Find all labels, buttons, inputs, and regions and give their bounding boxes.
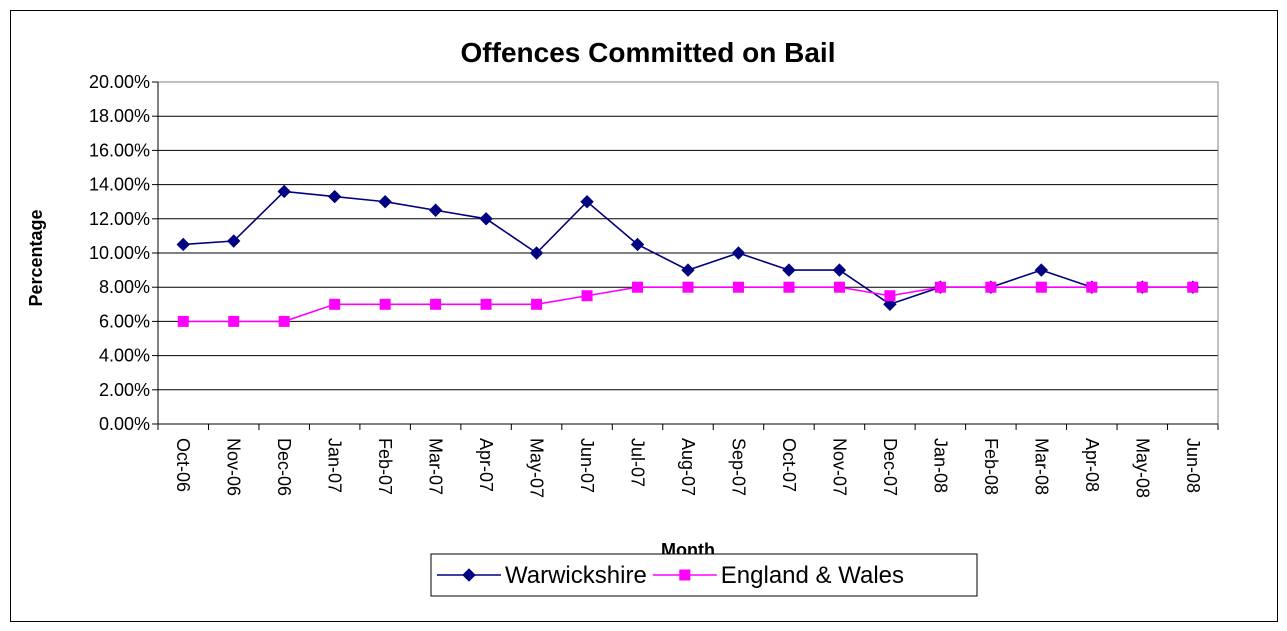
- chart-title: Offences Committed on Bail: [461, 37, 836, 68]
- y-tick-label: 18.00%: [89, 106, 150, 126]
- y-axis-ticks: 0.00% 2.00% 4.00% 6.00% 8.00% 10.00% 12.00% 14.…: [89, 72, 158, 434]
- x-tick-label: Jan-07: [325, 438, 345, 493]
- x-tick-label: Dec-07: [880, 438, 900, 496]
- data-point: [580, 194, 594, 209]
- data-point: [1035, 281, 1047, 293]
- y-tick-label: 4.00%: [99, 346, 150, 366]
- x-axis-ticks: Oct-06 Nov-06 Dec-06 Jan-07 Feb-07 Mar-07 Apr-…: [157, 424, 1219, 498]
- x-tick-label: Aug-07: [678, 438, 698, 496]
- data-point: [1187, 281, 1199, 293]
- data-point: [732, 281, 744, 293]
- legend-item-1: England & Wales: [652, 562, 904, 589]
- x-tick-label: Jun-07: [577, 438, 597, 493]
- data-point: [783, 281, 795, 293]
- y-tick-label: 2.00%: [99, 380, 150, 400]
- data-point: [428, 203, 443, 217]
- data-point: [934, 281, 946, 293]
- data-point: [883, 297, 897, 312]
- x-tick-label: Dec-06: [274, 438, 294, 496]
- data-point: [177, 315, 189, 327]
- data-point: [278, 315, 290, 327]
- data-point: [277, 184, 291, 199]
- data-point: [480, 298, 492, 310]
- x-tick-label: Oct-07: [779, 438, 799, 492]
- legend-item-0: Warwickshire: [437, 562, 647, 589]
- data-point: [329, 298, 341, 310]
- data-point: [681, 263, 695, 277]
- data-point: [581, 290, 593, 302]
- data-point: [176, 237, 190, 252]
- data-point: [1086, 281, 1098, 293]
- y-tick-label: 10.00%: [89, 243, 150, 263]
- data-point: [227, 234, 241, 248]
- x-tick-label: Oct-06: [173, 438, 193, 492]
- legend: Warwickshire England & Wales: [430, 553, 978, 597]
- data-point: [529, 246, 544, 260]
- data-point: [985, 281, 997, 293]
- x-tick-label: Jan-08: [930, 438, 950, 493]
- y-axis-label: Percentage: [26, 209, 46, 306]
- x-tick-label: Nov-06: [224, 438, 244, 496]
- y-tick-label: 12.00%: [89, 209, 150, 229]
- data-point: [228, 315, 240, 327]
- legend-swatch-marker: [679, 569, 691, 581]
- x-tick-label: Mar-08: [1031, 438, 1051, 495]
- legend-label: Warwickshire: [505, 562, 647, 589]
- legend-swatch-marker: [462, 568, 476, 582]
- y-tick-label: 8.00%: [99, 277, 150, 297]
- data-point: [1034, 263, 1049, 277]
- data-point: [682, 281, 694, 293]
- chart-frame: [10, 10, 1278, 622]
- x-tick-label: Jul-07: [628, 438, 648, 487]
- data-point: [378, 194, 392, 209]
- x-tick-label: Apr-07: [476, 438, 496, 492]
- data-point: [1136, 281, 1148, 293]
- x-tick-label: May-08: [1132, 438, 1152, 498]
- x-tick-label: May-07: [527, 438, 547, 498]
- x-tick-label: Nov-07: [829, 438, 849, 496]
- data-point: [731, 246, 746, 260]
- data-point: [327, 189, 342, 204]
- y-tick-label: 16.00%: [89, 140, 150, 160]
- x-tick-label: Apr-08: [1082, 438, 1102, 492]
- x-tick-label: Feb-07: [375, 438, 395, 495]
- y-tick-label: 0.00%: [99, 414, 150, 434]
- x-tick-label: Sep-07: [728, 438, 748, 496]
- data-point: [379, 298, 391, 310]
- data-point: [833, 281, 845, 293]
- data-point: [782, 263, 796, 277]
- gridlines: [158, 81, 1218, 425]
- legend-label: England & Wales: [721, 562, 904, 589]
- x-tick-label: Feb-08: [981, 438, 1001, 495]
- data-point: [630, 237, 645, 252]
- series-1: [177, 281, 1199, 327]
- data-point: [632, 281, 644, 293]
- series-layer: [176, 184, 1200, 327]
- y-tick-label: 14.00%: [89, 175, 150, 195]
- data-point: [479, 212, 493, 226]
- x-tick-label: Jun-08: [1183, 438, 1203, 493]
- data-point: [430, 298, 442, 310]
- x-tick-label: Mar-07: [426, 438, 446, 495]
- data-point: [531, 298, 543, 310]
- y-tick-label: 20.00%: [89, 72, 150, 92]
- data-point: [884, 290, 896, 302]
- axes: [157, 81, 1219, 425]
- y-tick-label: 6.00%: [99, 311, 150, 331]
- data-point: [832, 263, 847, 277]
